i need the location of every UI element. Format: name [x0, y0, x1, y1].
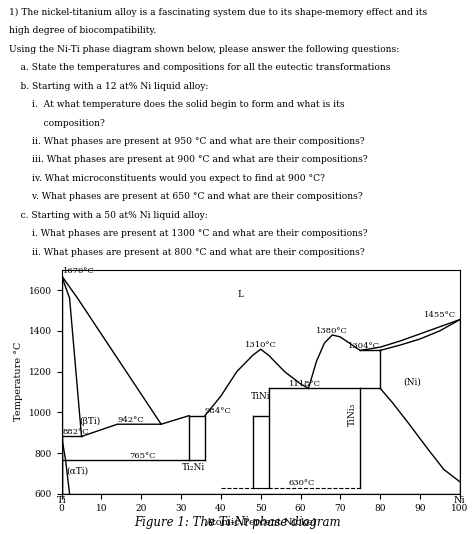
Text: 1310°C: 1310°C	[245, 341, 277, 349]
Text: L: L	[238, 289, 244, 299]
X-axis label: Atomic Percent Nickel: Atomic Percent Nickel	[205, 518, 316, 527]
Text: Using the Ni-Ti phase diagram shown below, please answer the following questions: Using the Ni-Ti phase diagram shown belo…	[9, 45, 400, 54]
Text: high degree of biocompatibility.: high degree of biocompatibility.	[9, 26, 157, 35]
Text: 1455°C: 1455°C	[424, 311, 456, 319]
Text: 1118°C: 1118°C	[289, 380, 320, 388]
Text: iii. What phases are present at 900 °C and what are their compositions?: iii. What phases are present at 900 °C a…	[9, 155, 368, 164]
Text: 942°C: 942°C	[118, 416, 144, 424]
Text: i.  At what temperature does the solid begin to form and what is its: i. At what temperature does the solid be…	[9, 100, 345, 109]
Text: v. What phases are present at 650 °C and what are their compositions?: v. What phases are present at 650 °C and…	[9, 192, 363, 201]
Text: 765°C: 765°C	[129, 452, 156, 460]
Text: 984°C: 984°C	[205, 407, 232, 415]
Y-axis label: Temperature °C: Temperature °C	[14, 342, 23, 421]
Text: composition?: composition?	[9, 119, 105, 128]
Text: (αTi): (αTi)	[66, 467, 89, 476]
Text: i. What phases are present at 1300 °C and what are their compositions?: i. What phases are present at 1300 °C an…	[9, 229, 368, 238]
Text: (Ni): (Ni)	[403, 378, 421, 386]
Text: b. Starting with a 12 at% Ni liquid alloy:: b. Starting with a 12 at% Ni liquid allo…	[9, 82, 209, 91]
Text: Ti₂Ni: Ti₂Ni	[182, 463, 205, 472]
Text: c. Starting with a 50 at% Ni liquid alloy:: c. Starting with a 50 at% Ni liquid allo…	[9, 210, 209, 219]
Text: 882°C: 882°C	[63, 428, 89, 436]
Text: a. State the temperatures and compositions for all the eutectic transformations: a. State the temperatures and compositio…	[9, 63, 391, 72]
Text: ii. What phases are present at 950 °C and what are their compositions?: ii. What phases are present at 950 °C an…	[9, 137, 365, 146]
Text: (βTi): (βTi)	[79, 417, 100, 426]
Text: iv. What microconstituents would you expect to find at 900 °C?: iv. What microconstituents would you exp…	[9, 174, 326, 183]
Text: Ni: Ni	[454, 496, 465, 505]
Text: TiNi: TiNi	[251, 391, 271, 400]
Text: 1670°C: 1670°C	[63, 268, 95, 276]
Text: Figure 1: The Ti-Ni phase diagram: Figure 1: The Ti-Ni phase diagram	[134, 516, 340, 529]
Text: 630°C: 630°C	[289, 480, 315, 488]
Text: TiNi₃: TiNi₃	[348, 403, 357, 426]
Text: 1380°C: 1380°C	[317, 326, 348, 334]
Text: ii. What phases are present at 800 °C and what are their compositions?: ii. What phases are present at 800 °C an…	[9, 248, 365, 256]
Text: Ti: Ti	[57, 496, 66, 505]
Text: 1) The nickel-titanium alloy is a fascinating system due to its shape-memory eff: 1) The nickel-titanium alloy is a fascin…	[9, 8, 428, 17]
Text: 1304°C: 1304°C	[348, 342, 380, 350]
